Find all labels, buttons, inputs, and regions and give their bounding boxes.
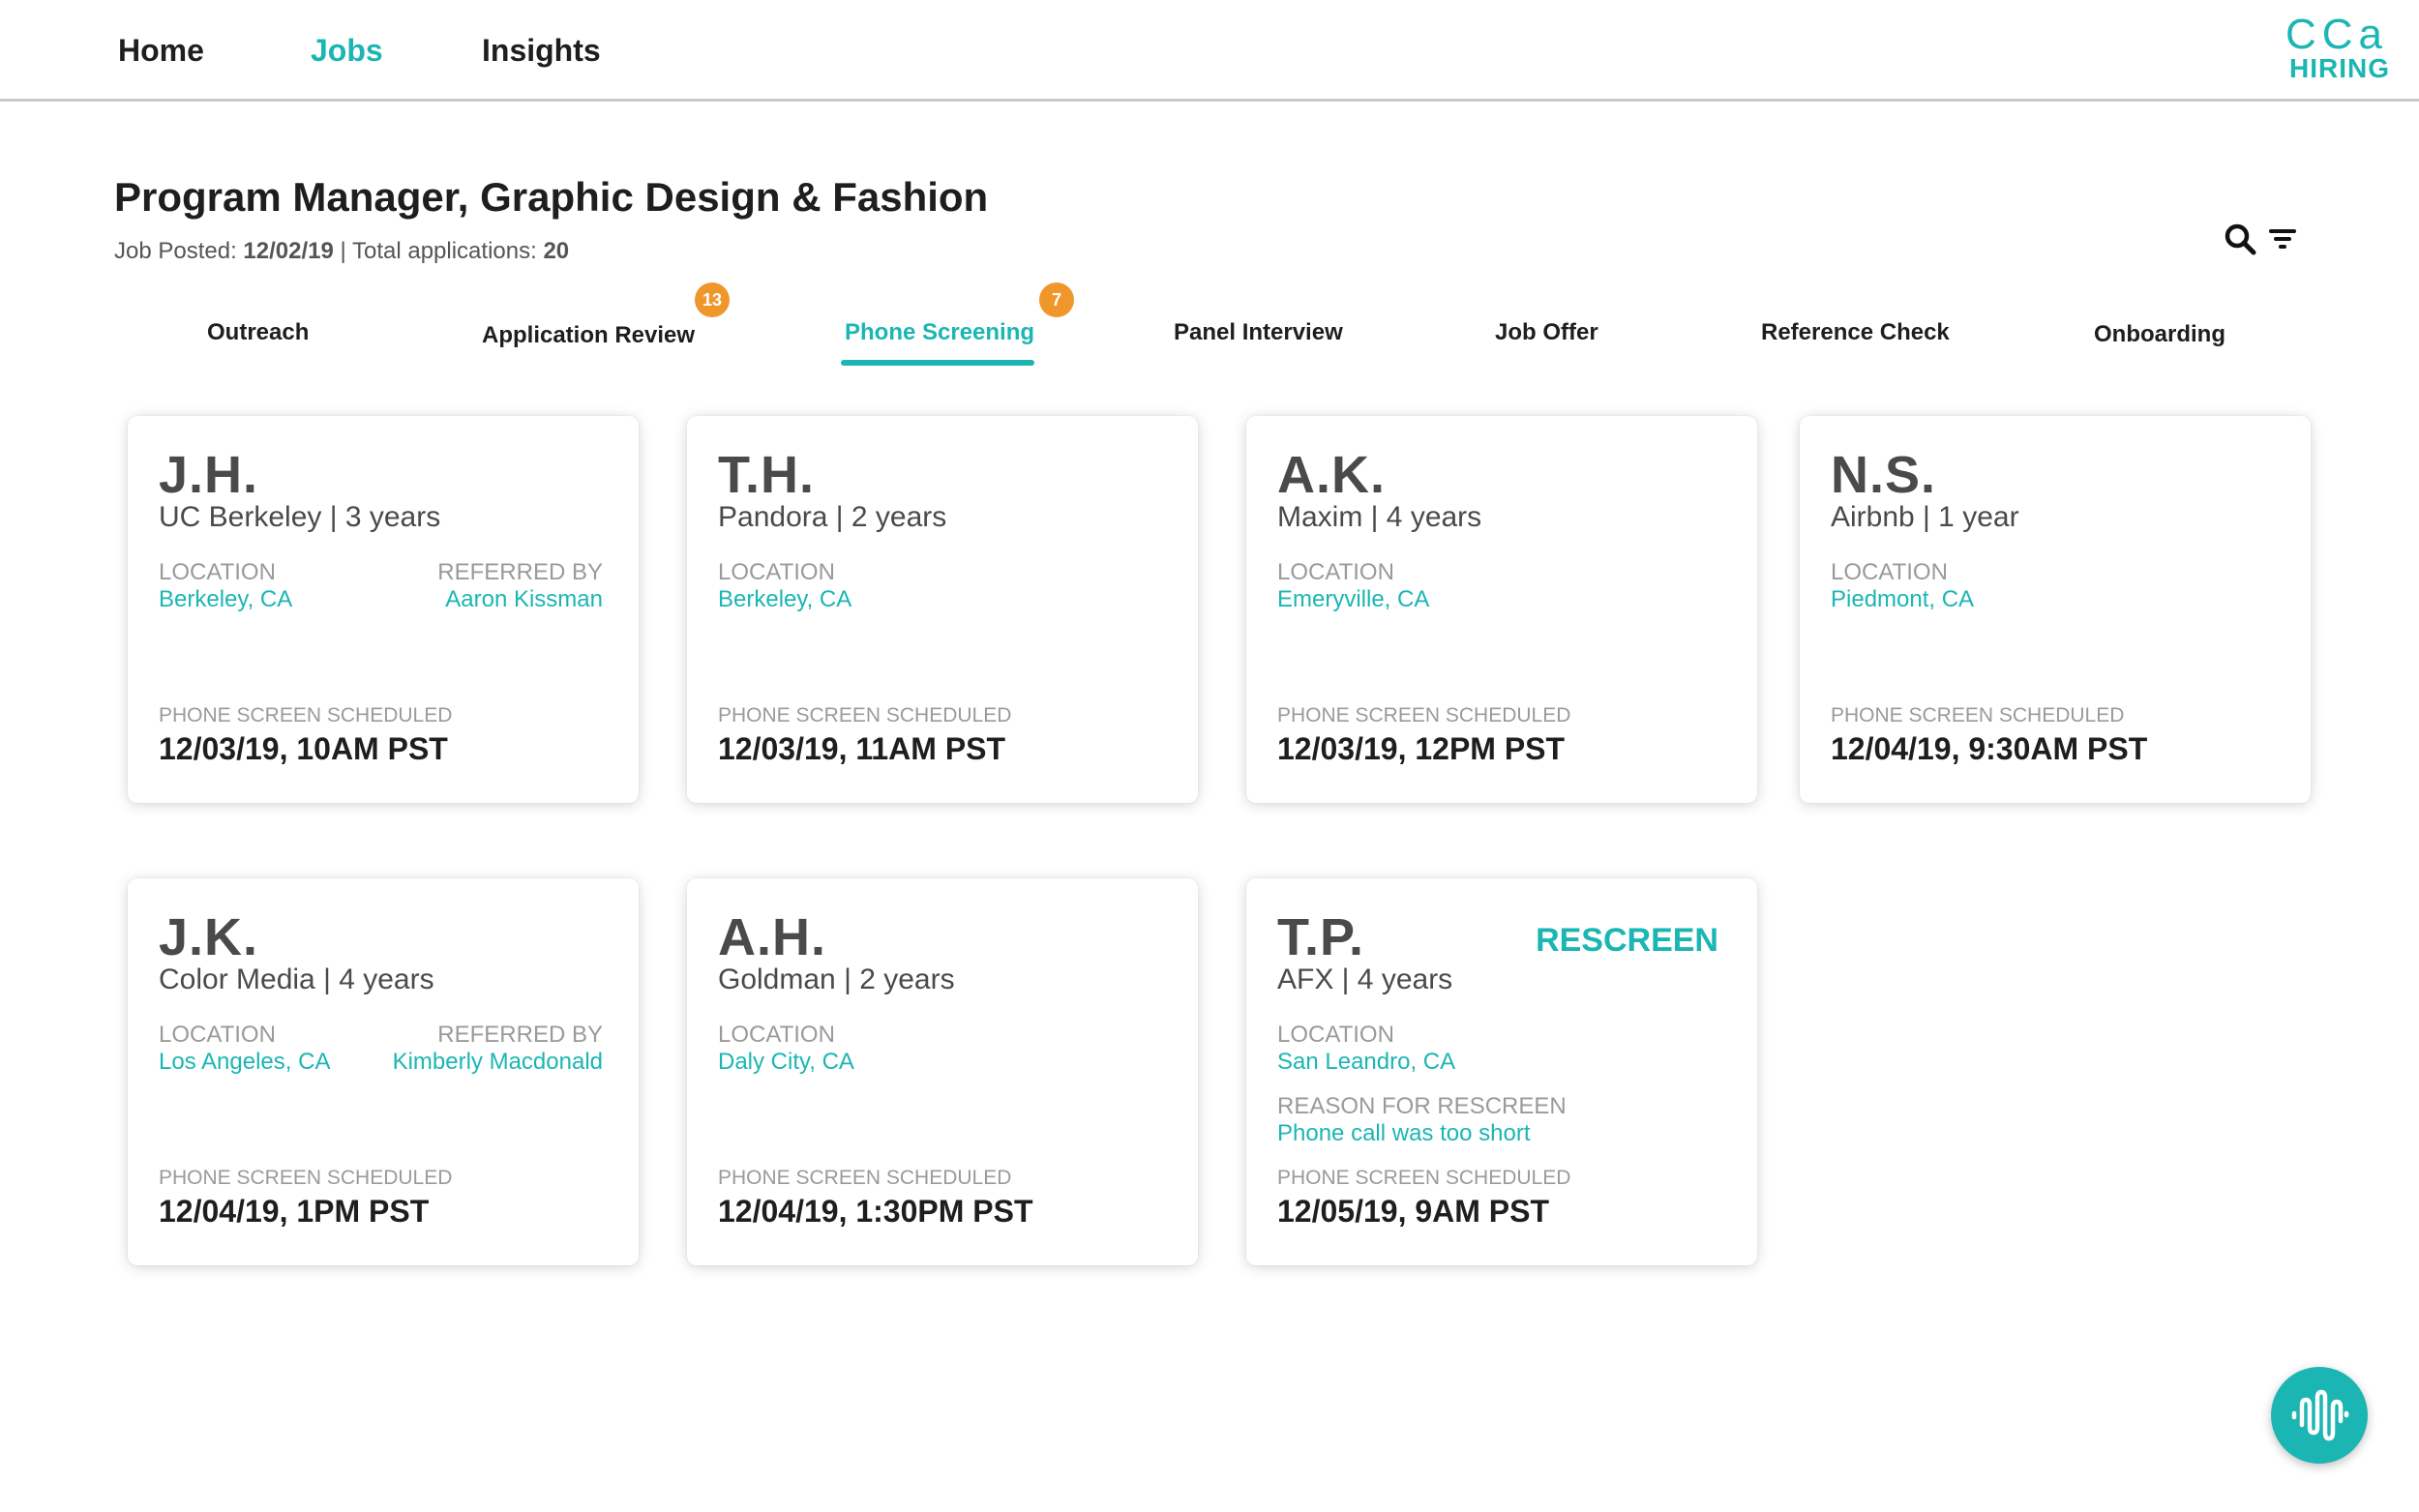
candidate-initials: J.K. bbox=[159, 908, 259, 966]
tab-phone-screening[interactable]: Phone Screening bbox=[845, 319, 1035, 345]
location-label: LOCATION bbox=[1831, 559, 1948, 585]
tab-application-review[interactable]: Application Review bbox=[482, 322, 696, 348]
candidate-card[interactable]: N.S. Airbnb | 1 year LOCATION Piedmont, … bbox=[1800, 416, 2311, 803]
job-meta: Job Posted: 12/02/19 | Total application… bbox=[114, 238, 569, 265]
scheduled-value: 12/05/19, 9AM PST bbox=[1277, 1194, 1550, 1229]
location-value: Piedmont, CA bbox=[1831, 586, 1975, 612]
total-applications-count: 20 bbox=[543, 238, 570, 264]
nav-insights[interactable]: Insights bbox=[482, 33, 601, 68]
scheduled-label: PHONE SCREEN SCHEDULED bbox=[1277, 704, 1571, 726]
candidate-initials: A.K. bbox=[1277, 446, 1386, 504]
nav-jobs[interactable]: Jobs bbox=[311, 33, 383, 68]
logo-mark: CCa bbox=[2285, 11, 2389, 58]
total-applications-label: Total applications: bbox=[351, 238, 537, 264]
candidate-initials: J.H. bbox=[159, 446, 259, 504]
reason-label: REASON FOR RESCREEN bbox=[1277, 1093, 1567, 1119]
location-label: LOCATION bbox=[1277, 1022, 1394, 1048]
candidate-company: Airbnb | 1 year bbox=[1831, 501, 2019, 533]
candidate-card[interactable]: J.H. UC Berkeley | 3 years LOCATION Berk… bbox=[128, 416, 639, 803]
location-label: LOCATION bbox=[718, 559, 835, 585]
logo-text: HIRING bbox=[2289, 53, 2390, 83]
scheduled-value: 12/04/19, 1PM PST bbox=[159, 1194, 430, 1229]
candidate-company: Maxim | 4 years bbox=[1277, 501, 1482, 533]
candidate-initials: A.H. bbox=[718, 908, 826, 966]
search-icon[interactable] bbox=[2222, 221, 2260, 259]
location-value: Los Angeles, CA bbox=[159, 1049, 331, 1075]
assistant-button[interactable] bbox=[2271, 1367, 2368, 1464]
scheduled-value: 12/04/19, 1:30PM PST bbox=[718, 1194, 1033, 1229]
tab-job-offer[interactable]: Job Offer bbox=[1495, 319, 1598, 345]
scheduled-label: PHONE SCREEN SCHEDULED bbox=[159, 1167, 453, 1189]
reason-value: Phone call was too short bbox=[1277, 1120, 1531, 1146]
candidate-initials: N.S. bbox=[1831, 446, 1937, 504]
soundwave-icon bbox=[2291, 1389, 2349, 1441]
candidate-card[interactable]: T.P. RESCREEN AFX | 4 years LOCATION San… bbox=[1246, 878, 1757, 1265]
candidate-card[interactable]: J.K. Color Media | 4 years LOCATION Los … bbox=[128, 878, 639, 1265]
phone-screening-badge: 7 bbox=[1039, 282, 1074, 317]
filter-icon[interactable] bbox=[2266, 221, 2305, 259]
rescreen-button[interactable]: RESCREEN bbox=[1536, 922, 1718, 959]
location-label: LOCATION bbox=[159, 559, 276, 585]
candidate-initials: T.H. bbox=[718, 446, 816, 504]
candidate-company: Pandora | 2 years bbox=[718, 501, 947, 533]
active-tab-indicator bbox=[841, 360, 1034, 366]
scheduled-label: PHONE SCREEN SCHEDULED bbox=[159, 704, 453, 726]
location-value: Berkeley, CA bbox=[718, 586, 852, 612]
referred-by-label: REFERRED BY bbox=[437, 1022, 603, 1048]
tab-panel-interview[interactable]: Panel Interview bbox=[1174, 319, 1343, 345]
scheduled-value: 12/03/19, 12PM PST bbox=[1277, 731, 1566, 766]
tab-onboarding[interactable]: Onboarding bbox=[2094, 321, 2225, 347]
page-title: Program Manager, Graphic Design & Fashio… bbox=[114, 174, 989, 220]
location-label: LOCATION bbox=[1277, 559, 1394, 585]
application-review-badge: 13 bbox=[695, 282, 730, 317]
tab-reference-check[interactable]: Reference Check bbox=[1761, 319, 1950, 345]
scheduled-label: PHONE SCREEN SCHEDULED bbox=[1277, 1167, 1571, 1189]
job-posted-label: Job Posted: bbox=[114, 238, 237, 264]
candidate-initials: T.P. bbox=[1277, 908, 1365, 966]
scheduled-value: 12/03/19, 10AM PST bbox=[159, 731, 448, 766]
location-value: San Leandro, CA bbox=[1277, 1049, 1456, 1075]
candidate-card[interactable]: A.K. Maxim | 4 years LOCATION Emeryville… bbox=[1246, 416, 1757, 803]
location-value: Berkeley, CA bbox=[159, 586, 293, 612]
logo[interactable]: CCa HIRING bbox=[2285, 14, 2392, 83]
job-posted-date: 12/02/19 bbox=[243, 238, 334, 264]
scheduled-label: PHONE SCREEN SCHEDULED bbox=[718, 1167, 1012, 1189]
scheduled-label: PHONE SCREEN SCHEDULED bbox=[1831, 704, 2125, 726]
candidate-card[interactable]: A.H. Goldman | 2 years LOCATION Daly Cit… bbox=[687, 878, 1198, 1265]
scheduled-value: 12/03/19, 11AM PST bbox=[718, 731, 1006, 766]
candidate-company: UC Berkeley | 3 years bbox=[159, 501, 441, 533]
candidate-company: AFX | 4 years bbox=[1277, 964, 1453, 995]
location-label: LOCATION bbox=[718, 1022, 835, 1048]
nav-home[interactable]: Home bbox=[118, 33, 204, 68]
location-value: Emeryville, CA bbox=[1277, 586, 1430, 612]
referred-by-value[interactable]: Kimberly Macdonald bbox=[392, 1049, 603, 1075]
scheduled-value: 12/04/19, 9:30AM PST bbox=[1831, 731, 2148, 766]
job-meta-separator: | bbox=[340, 238, 346, 264]
candidate-card[interactable]: T.H. Pandora | 2 years LOCATION Berkeley… bbox=[687, 416, 1198, 803]
location-label: LOCATION bbox=[159, 1022, 276, 1048]
tab-outreach[interactable]: Outreach bbox=[207, 319, 310, 345]
referred-by-value[interactable]: Aaron Kissman bbox=[445, 586, 603, 612]
referred-by-label: REFERRED BY bbox=[437, 559, 603, 585]
location-value: Daly City, CA bbox=[718, 1049, 854, 1075]
scheduled-label: PHONE SCREEN SCHEDULED bbox=[718, 704, 1012, 726]
candidate-company: Color Media | 4 years bbox=[159, 964, 434, 995]
candidate-company: Goldman | 2 years bbox=[718, 964, 955, 995]
top-navigation: Home Jobs Insights CCa HIRING bbox=[0, 0, 2419, 102]
